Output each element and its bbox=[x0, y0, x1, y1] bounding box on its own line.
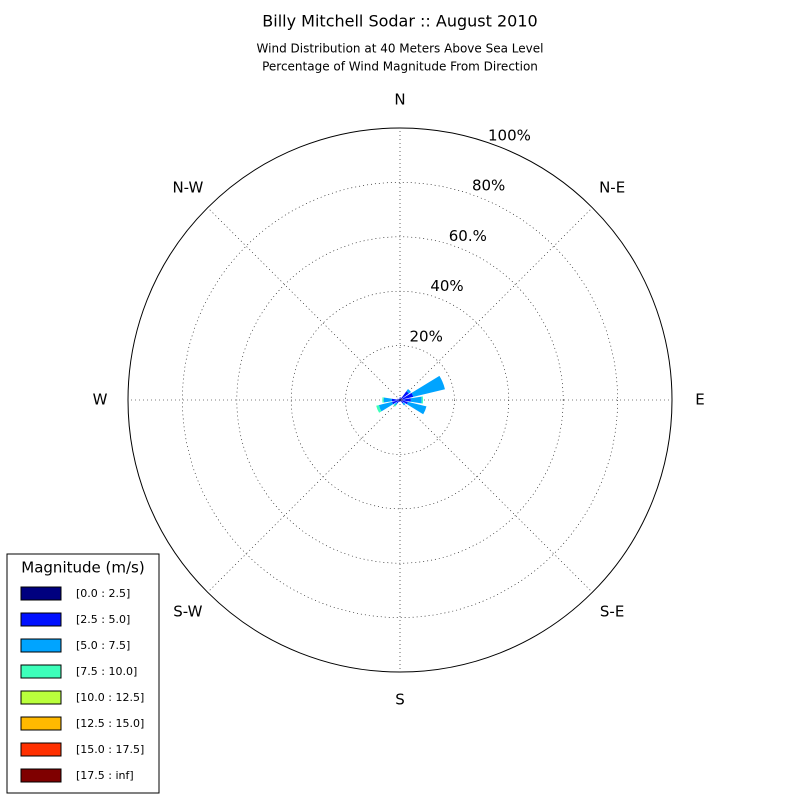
radial-tick-label: 100% bbox=[488, 126, 531, 144]
legend-label: [10.0 : 12.5] bbox=[76, 691, 144, 704]
wedge bbox=[402, 392, 414, 400]
wedge bbox=[411, 375, 445, 397]
legend-swatch bbox=[20, 586, 62, 601]
wedge bbox=[402, 400, 408, 405]
wedge bbox=[400, 397, 403, 400]
wedge bbox=[400, 400, 402, 402]
legend-swatch bbox=[20, 690, 62, 705]
wedge bbox=[392, 400, 398, 405]
legend-title: Magnitude (m/s) bbox=[21, 559, 144, 577]
wedge bbox=[391, 398, 398, 402]
radial-tick-label: 20% bbox=[410, 327, 443, 345]
grid-ring bbox=[182, 182, 618, 618]
legend-swatch bbox=[20, 638, 62, 653]
outer-ring bbox=[127, 127, 673, 673]
direction-label: S-W bbox=[173, 603, 202, 621]
wedge bbox=[397, 398, 399, 400]
wedge bbox=[421, 396, 424, 404]
wedge bbox=[394, 402, 398, 406]
radial-tick-label: 80% bbox=[472, 177, 505, 195]
radial-tick-label: 60.% bbox=[449, 227, 487, 245]
legend-label: [0.0 : 2.5] bbox=[76, 587, 130, 600]
direction-label: N-W bbox=[172, 178, 203, 196]
wedge bbox=[398, 398, 400, 400]
legend-label: [17.5 : inf] bbox=[76, 769, 134, 782]
wedge bbox=[398, 400, 400, 403]
legend-label: [5.0 : 7.5] bbox=[76, 639, 130, 652]
wedge bbox=[406, 388, 412, 394]
grid-ring bbox=[345, 345, 455, 455]
wedge bbox=[399, 398, 400, 400]
spoke bbox=[207, 207, 401, 401]
wedge bbox=[396, 400, 400, 404]
legend-label: [2.5 : 5.0] bbox=[76, 613, 130, 626]
spoke bbox=[207, 399, 401, 593]
spoke bbox=[399, 399, 593, 593]
direction-label: N bbox=[394, 91, 405, 109]
legend-label: [7.5 : 10.0] bbox=[76, 665, 137, 678]
legend-label: [12.5 : 15.0] bbox=[76, 717, 144, 730]
wedge bbox=[398, 400, 400, 402]
direction-label: E bbox=[695, 391, 704, 409]
wedge bbox=[400, 398, 401, 400]
wedge bbox=[402, 402, 406, 406]
legend-swatch bbox=[20, 768, 62, 783]
wedge bbox=[402, 398, 411, 402]
wedge bbox=[399, 397, 401, 399]
wedge bbox=[393, 403, 397, 407]
legend-swatch bbox=[20, 716, 62, 731]
legend-swatch bbox=[20, 664, 62, 679]
spoke bbox=[399, 207, 593, 401]
wedge bbox=[400, 399, 403, 401]
wedge bbox=[406, 401, 427, 415]
chart-subtitle: Percentage of Wind Magnitude From Direct… bbox=[262, 60, 538, 74]
wedge bbox=[400, 400, 403, 402]
grid-ring bbox=[236, 236, 564, 564]
direction-label: S-E bbox=[600, 603, 624, 621]
wedge bbox=[399, 400, 401, 402]
wedge bbox=[400, 397, 402, 399]
wedge bbox=[401, 391, 409, 399]
chart-title: Billy Mitchell Sodar :: August 2010 bbox=[262, 12, 537, 31]
direction-label: S bbox=[395, 691, 405, 709]
wedge bbox=[376, 405, 382, 413]
chart-subtitle: Wind Distribution at 40 Meters Above Sea… bbox=[257, 42, 544, 56]
legend-label: [15.0 : 17.5] bbox=[76, 743, 144, 756]
grid-ring bbox=[290, 290, 510, 510]
wedge bbox=[398, 399, 400, 400]
wedge bbox=[410, 396, 422, 404]
wedge bbox=[400, 398, 403, 400]
wedge bbox=[378, 401, 394, 412]
wedge bbox=[399, 399, 400, 400]
legend-swatch bbox=[20, 612, 62, 627]
wedge bbox=[383, 397, 392, 403]
direction-label: W bbox=[93, 391, 108, 409]
wedge bbox=[400, 400, 404, 404]
radial-tick-label: 40% bbox=[430, 277, 463, 295]
direction-label: N-E bbox=[599, 178, 625, 196]
wedge bbox=[400, 400, 401, 402]
wedge bbox=[397, 400, 400, 402]
wedge bbox=[397, 399, 400, 401]
legend-swatch bbox=[20, 742, 62, 757]
wedge bbox=[382, 397, 384, 403]
